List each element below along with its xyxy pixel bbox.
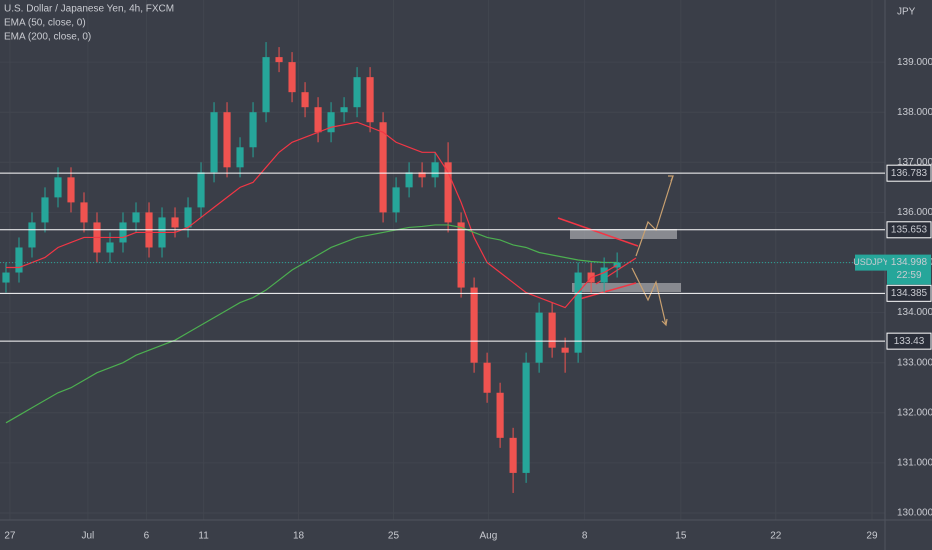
candle-body: [197, 172, 205, 208]
x-tick-label: 8: [582, 531, 588, 542]
y-tick-label: 136.000: [897, 207, 932, 218]
x-tick-label: 22: [770, 531, 782, 542]
candle-body: [106, 242, 114, 253]
candle-body: [80, 202, 88, 223]
x-tick-label: Aug: [480, 531, 498, 542]
projection-up: [635, 175, 674, 257]
candle-body: [379, 122, 387, 213]
y-tick-label: 138.000: [897, 107, 932, 118]
x-tick-label: 6: [144, 531, 150, 542]
candle-body: [28, 222, 36, 248]
candle-body: [418, 172, 426, 178]
arrow-head: [668, 175, 674, 182]
y-tick-label: 132.000: [897, 407, 932, 418]
last-price-label: 134.998: [891, 257, 928, 268]
candle-body: [392, 187, 400, 213]
ema-line: [5, 121, 618, 309]
candle-body: [340, 107, 348, 113]
candle-body: [262, 57, 270, 113]
x-tick-label: 25: [388, 531, 400, 542]
candle-body: [210, 112, 218, 173]
candle-body: [15, 247, 23, 273]
y-tick-label: 137.000: [897, 157, 932, 168]
candle-body: [67, 177, 75, 203]
candle-body: [561, 347, 569, 353]
candle-body: [171, 217, 179, 228]
candle-body: [353, 77, 361, 108]
candle-body: [249, 112, 257, 148]
level-label-box: [886, 164, 932, 182]
candle-body: [119, 222, 127, 243]
drawings: [557, 175, 681, 327]
candle-body: [431, 162, 439, 178]
zone-upper: [570, 229, 677, 239]
indicator-label: EMA (50, close, 0): [4, 18, 86, 29]
candle-body: [548, 312, 556, 348]
x-tick-label: 27: [4, 531, 16, 542]
candle-body: [457, 222, 465, 288]
candle-body: [41, 197, 49, 223]
candle-body: [327, 112, 335, 133]
symbol-badge: [855, 254, 887, 271]
x-tick-label: 29: [866, 531, 878, 542]
candle-body: [496, 392, 504, 438]
y-tick-label: 139.000: [897, 57, 932, 68]
level-label: 133.43: [894, 336, 925, 347]
candle-body: [366, 77, 374, 123]
y-tick-label: 130.000: [897, 508, 932, 519]
candle-body: [184, 207, 192, 228]
x-tick-label: 11: [198, 531, 209, 542]
level-label: 135.653: [891, 224, 928, 235]
chart-title: U.S. Dollar / Japanese Yen, 4h, FXCM: [4, 4, 174, 15]
x-tick-label: 18: [293, 531, 305, 542]
level-label-box: [886, 284, 932, 302]
candle-body: [483, 362, 491, 393]
countdown-label: 22:59: [896, 270, 921, 281]
projection-down: [631, 267, 667, 326]
candle-body: [2, 272, 10, 283]
x-tick-label: 15: [675, 531, 687, 542]
y-tick-label: 134.000: [897, 307, 932, 318]
candle-body: [54, 177, 62, 198]
candle-body: [223, 112, 231, 168]
level-label-box: [886, 332, 932, 350]
trend-line: [575, 282, 637, 301]
indicator-label: EMA (200, close, 0): [4, 32, 91, 43]
candle-body: [574, 272, 582, 353]
candle-body: [405, 172, 413, 188]
x-tick-label: Jul: [82, 531, 95, 542]
last-price-box: [887, 254, 931, 285]
ema-line: [5, 224, 618, 424]
y-tick-label: 133.000: [897, 357, 932, 368]
candle-body: [470, 287, 478, 363]
candle-body: [600, 267, 608, 283]
grid: [0, 0, 885, 520]
symbol-label: USDJPY: [853, 257, 889, 267]
trend-line: [557, 217, 639, 247]
zone-lower: [572, 283, 681, 292]
candle-body: [275, 57, 283, 63]
candle-body: [509, 437, 517, 473]
arrow-head: [661, 318, 668, 327]
level-label: 134.385: [891, 288, 928, 299]
candle-body: [535, 312, 543, 363]
currency-label: JPY: [897, 7, 916, 18]
level-label: 136.783: [891, 168, 928, 179]
candle-body: [288, 62, 296, 93]
level-label-box: [886, 221, 932, 239]
candle-body: [132, 212, 140, 223]
candle-body: [314, 107, 322, 133]
candle-body: [236, 147, 244, 168]
candle-body: [301, 92, 309, 108]
y-tick-label: 131.000: [897, 458, 932, 469]
candle-body: [444, 162, 452, 223]
candle-body: [522, 362, 530, 473]
